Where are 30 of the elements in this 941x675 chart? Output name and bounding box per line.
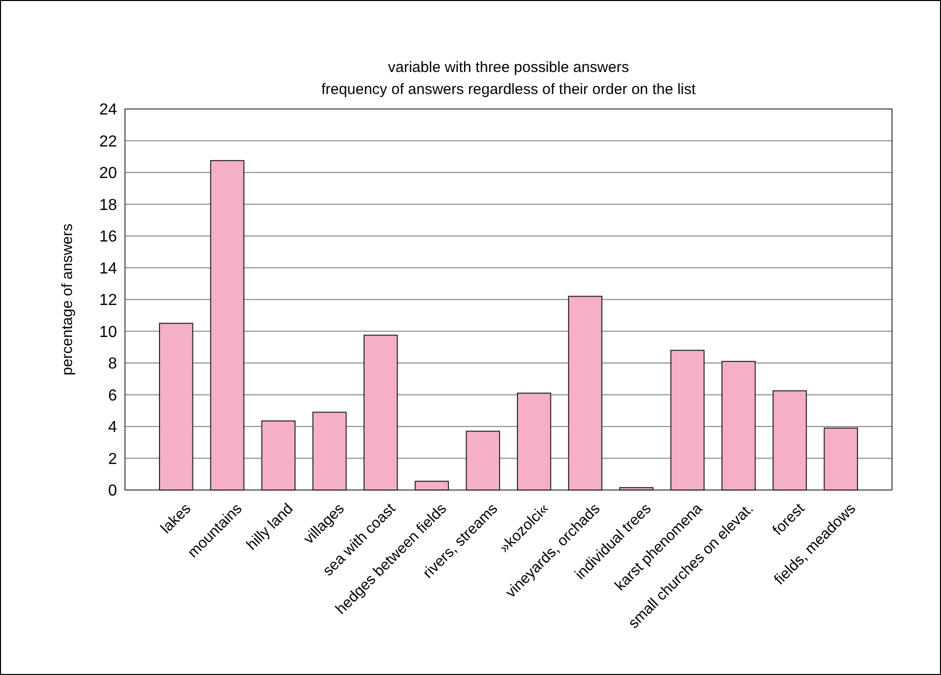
y-tick-label: 14 [99,260,118,278]
bar [261,420,296,490]
y-tick-label: 12 [99,292,118,310]
bar [159,322,194,490]
y-tick-label: 0 [108,482,118,500]
y-tick-label: 4 [108,419,118,436]
bar [210,160,244,490]
bar [721,360,756,490]
y-tick-label: 22 [99,133,118,150]
y-tick-label: 6 [108,387,118,404]
y-tick-label: 20 [99,165,118,182]
chart-subtitle: frequency of answers regardless of their order on the list [321,81,697,98]
bar [670,350,705,490]
bar [824,428,858,490]
bar [364,334,398,490]
bar [772,390,807,490]
y-tick-label: 10 [99,324,118,341]
y-tick-label: 24 [99,102,118,119]
bar [619,487,654,490]
y-tick-label: 16 [99,228,118,246]
y-tick-label: 2 [108,450,118,468]
bar [466,430,500,490]
bar [516,392,552,490]
y-axis-title: percentage of answers [59,224,76,376]
y-tick-label: 18 [99,196,118,214]
bar [568,296,602,490]
bar [414,480,449,490]
chart-title: variable with three possible answers [388,59,629,76]
y-tick-label: 8 [108,356,118,373]
bar [312,412,347,490]
